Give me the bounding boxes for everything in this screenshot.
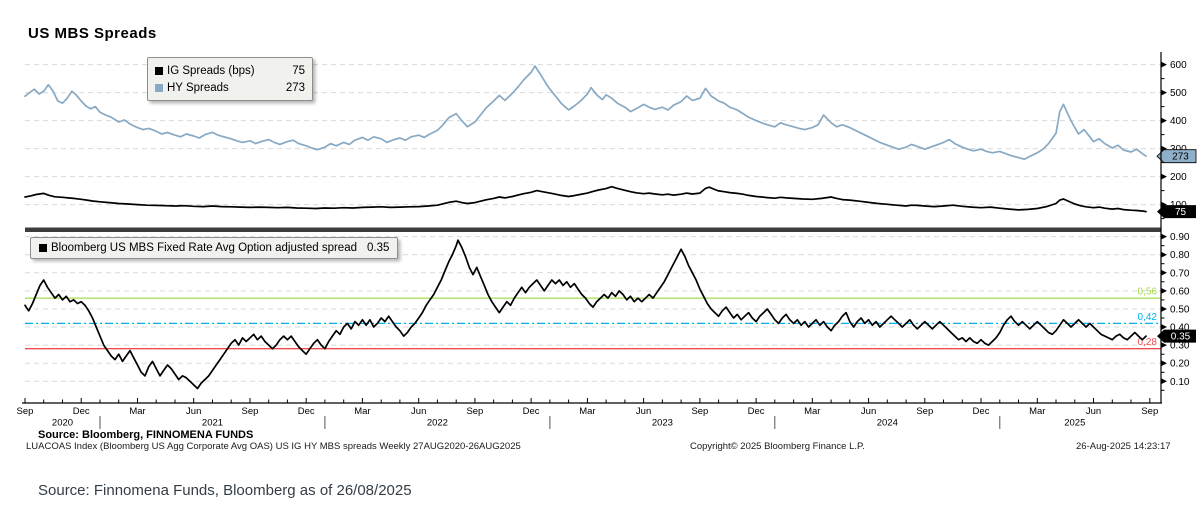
axis-tick [1161, 360, 1167, 367]
image-caption: Source: Finnomena Funds, Bloomberg as of… [38, 482, 412, 499]
axis-tick [1161, 145, 1167, 152]
y-axis-label: 200 [1170, 172, 1187, 183]
month-label: Jun [186, 406, 201, 417]
hy-swatch-icon [155, 83, 163, 92]
reference-line-label: 0,28 [1138, 337, 1158, 348]
legend-item-hy-spreads: HY Spreads 273 [155, 79, 305, 96]
y-axis-label: 0.70 [1170, 268, 1190, 279]
axis-tick [1161, 173, 1167, 180]
bottom-panel-legend: Bloomberg US MBS Fixed Rate Avg Option a… [30, 237, 399, 259]
last-value-badge [1156, 149, 1197, 164]
y-axis-label: 0.50 [1170, 305, 1190, 316]
legend-label: HY Spreads [167, 81, 229, 94]
y-axis-label: 0.20 [1170, 359, 1190, 370]
reference-line-label: 0,42 [1138, 312, 1158, 323]
axis-tick [1161, 269, 1167, 276]
y-axis-label: 400 [1170, 116, 1187, 127]
month-label: Mar [804, 406, 820, 417]
month-label: Sep [17, 406, 34, 417]
reference-line-label: 0,56 [1138, 287, 1158, 298]
mbs-oas-line [24, 239, 1147, 390]
axis-tick [1161, 251, 1167, 258]
axis-tick [1161, 378, 1167, 385]
panel-separator [25, 227, 1161, 232]
year-label: 2021 [202, 418, 223, 429]
source-line: Source: Bloomberg, FINNOMENA FUNDS [38, 429, 254, 441]
y-axis-label: 0.60 [1170, 286, 1190, 297]
month-label: Mar [129, 406, 145, 417]
legend-value: 0.35 [366, 242, 390, 254]
month-label: Dec [523, 406, 540, 417]
legend-item-ig-spreads: IG Spreads (bps) 75 [155, 62, 305, 79]
timestamp: 26-Aug-2025 14:23:17 [1076, 441, 1171, 452]
year-label: 2022 [427, 418, 448, 429]
y-axis-label: 0.80 [1170, 250, 1190, 261]
y-axis-label: 0.40 [1170, 323, 1190, 334]
axis-tick [1161, 201, 1167, 208]
month-label: Sep [466, 406, 483, 417]
x-axis: Sep Dec Mar Jun Sep Dec Mar Jun Sep Dec Mar Jun Sep D… [17, 398, 1162, 429]
month-label: Dec [748, 406, 765, 417]
axis-tick [1161, 61, 1167, 68]
month-label: Sep [916, 406, 933, 417]
last-value-badge [1157, 329, 1196, 343]
last-value-badge-text: 273 [1172, 152, 1189, 163]
index-description: LUACOAS Index (Bloomberg US Agg Corporat… [26, 441, 521, 452]
legend-label: IG Spreads (bps) [167, 64, 255, 77]
page-title: US MBS Spreads [28, 25, 157, 42]
ig-swatch-icon [155, 66, 163, 75]
panel-ig-hy-spreads: 10020030040050060075273 [24, 60, 1197, 220]
top-panel-legend: IG Spreads (bps) 75 HY Spreads 273 [147, 57, 313, 101]
copyright-text: Copyright© 2025 Bloomberg Finance L.P. [690, 441, 865, 452]
month-label: Dec [973, 406, 990, 417]
month-label: Mar [579, 406, 595, 417]
month-label: Jun [861, 406, 876, 417]
month-label: Sep [242, 406, 259, 417]
last-value-badge-text: 0.35 [1171, 332, 1191, 343]
axis-tick [1161, 287, 1167, 294]
axis-tick [1161, 233, 1167, 240]
y-axis-label: 0.30 [1170, 341, 1190, 352]
year-label: 2025 [1064, 418, 1085, 429]
month-label: Mar [1029, 406, 1045, 417]
panel-mbs-oas: 0,56 0,42 0,28 0.10 0.20 0.30 0.40 0.50 0.60 0.70… [24, 232, 1196, 391]
legend-label: Bloomberg US MBS Fixed Rate Avg Option a… [51, 242, 357, 254]
last-value-badge [1157, 205, 1196, 219]
axis-tick [1161, 324, 1167, 330]
hy-spreads-line [24, 65, 1147, 161]
month-label: Dec [73, 406, 90, 417]
year-label: 2020 [52, 418, 73, 429]
y-axis-label: 600 [1170, 60, 1187, 71]
month-label: Jun [636, 406, 651, 417]
month-label: Mar [354, 406, 370, 417]
month-label: Jun [411, 406, 426, 417]
axis-tick [1161, 89, 1167, 96]
legend-value: 75 [292, 64, 305, 77]
month-label: Sep [691, 406, 708, 417]
month-label: Jun [1086, 406, 1101, 417]
axis-tick [1161, 117, 1167, 124]
month-label: Sep [1141, 406, 1158, 417]
axis-tick [1161, 306, 1167, 312]
y-axis-label: 0.10 [1170, 377, 1190, 388]
axis-tick [1161, 342, 1167, 349]
month-label: Dec [298, 406, 315, 417]
y-axis-label: 500 [1170, 88, 1187, 99]
year-label: 2023 [652, 418, 673, 429]
last-value-badge-text: 75 [1175, 207, 1187, 218]
year-label: 2024 [877, 418, 898, 429]
y-axis-label: 0.90 [1170, 232, 1190, 243]
chart-canvas: 100200300400500600752730,560,420,280.100… [17, 52, 1197, 429]
legend-value: 273 [285, 81, 305, 94]
ig-spreads-line [24, 185, 1147, 213]
mbs-swatch-icon [39, 244, 47, 252]
